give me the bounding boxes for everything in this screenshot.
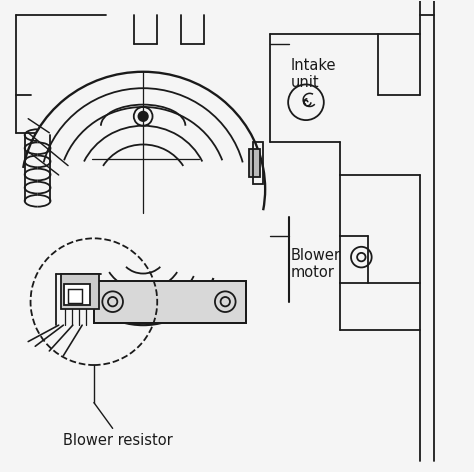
- Bar: [254, 142, 263, 185]
- Bar: [68, 289, 82, 303]
- Text: Blower resistor: Blower resistor: [64, 433, 173, 447]
- Text: Intake
unit: Intake unit: [291, 58, 337, 90]
- Circle shape: [138, 112, 148, 121]
- Text: Blower
motor: Blower motor: [291, 248, 341, 280]
- Bar: [94, 280, 246, 323]
- Bar: [61, 274, 99, 309]
- Bar: [94, 280, 246, 323]
- Bar: [249, 149, 260, 177]
- Bar: [64, 284, 90, 305]
